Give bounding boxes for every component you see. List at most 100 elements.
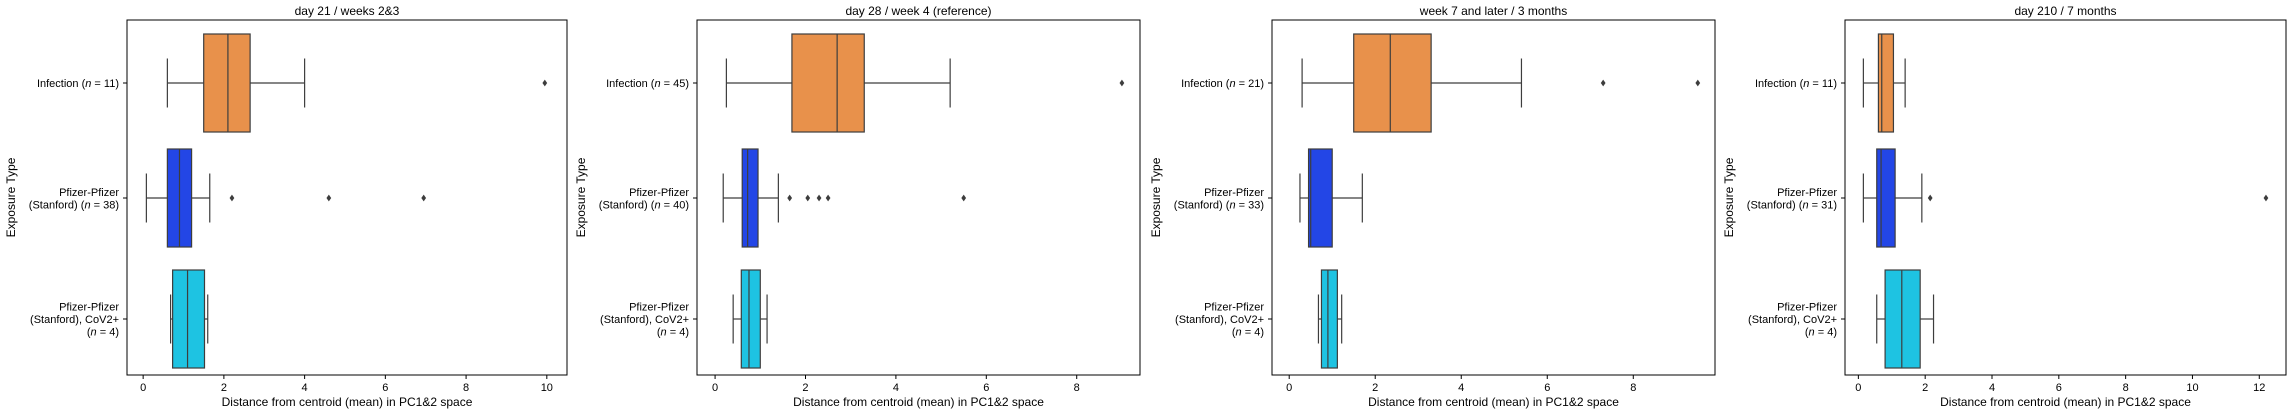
- flier-point: [1600, 79, 1606, 87]
- x-axis-label: Distance from centroid (mean) in PC1&2 s…: [1940, 395, 2191, 409]
- flier-point: [961, 194, 967, 202]
- box-iqr: [1320, 269, 1338, 369]
- x-tick-label: 0: [1286, 382, 1292, 394]
- x-axis-label: Distance from centroid (mean) in PC1&2 s…: [1368, 395, 1619, 409]
- box-iqr: [1307, 148, 1333, 248]
- box-iqr: [1876, 148, 1896, 248]
- chart-panel-2: day 28 / week 4 (reference) 0 2 4 6 8 Distance…: [574, 4, 1141, 409]
- x-tick-label: 6: [2056, 382, 2062, 394]
- y-tick-label: Pfizer-Pfizer: [629, 302, 689, 314]
- box-iqr: [1353, 33, 1432, 133]
- y-tick-label: (Stanford), CoV2+: [600, 314, 689, 326]
- x-tick-label: 6: [1544, 382, 1550, 394]
- x-tick-label: 0: [1855, 382, 1861, 394]
- y-tick-label: Pfizer-Pfizer: [1777, 187, 1837, 199]
- x-tick-label: 2: [1922, 382, 1928, 394]
- chart-title: day 210 / 7 months: [2014, 4, 2116, 18]
- y-tick-label: (Stanford), CoV2+: [1175, 314, 1264, 326]
- x-tick-label: 0: [140, 382, 146, 394]
- x-axis-label: Distance from centroid (mean) in PC1&2 s…: [222, 395, 473, 409]
- y-axis-label: Exposure Type: [4, 157, 18, 237]
- chart-panel-3: week 7 and later / 3 months 0 2 4 6 8 Distance…: [1149, 4, 1716, 409]
- x-axis-label: Distance from centroid (mean) in PC1&2 s…: [793, 395, 1044, 409]
- y-axis-label: Exposure Type: [1149, 157, 1163, 237]
- box-iqr: [791, 33, 865, 133]
- flier-point: [326, 194, 332, 202]
- y-tick-label: (Stanford) (n = 31): [1747, 199, 1837, 211]
- flier-point: [825, 194, 831, 202]
- flier-point: [2263, 194, 2269, 202]
- y-tick-label: (Stanford), CoV2+: [1748, 314, 1837, 326]
- x-tick-label: 12: [2253, 382, 2265, 394]
- x-tick-label: 8: [1074, 382, 1080, 394]
- box-1: [166, 33, 548, 133]
- y-tick-label: Infection (n = 11): [37, 78, 119, 90]
- chart-title: week 7 and later / 3 months: [1419, 4, 1567, 18]
- y-tick-label: Infection (n = 45): [606, 78, 689, 90]
- y-tick-label: Pfizer-Pfizer: [629, 187, 689, 199]
- y-tick-label: Pfizer-Pfizer: [59, 302, 119, 314]
- box-2: [1862, 148, 2269, 248]
- y-tick-label: (n = 4): [1805, 327, 1837, 339]
- x-tick-label: 10: [541, 382, 553, 394]
- y-tick-label: (n = 4): [87, 327, 119, 339]
- x-tick-label: 4: [1458, 382, 1464, 394]
- y-axis-label: Exposure Type: [1722, 157, 1736, 237]
- x-tick-label: 0: [712, 382, 718, 394]
- y-tick-label: (Stanford) (n = 40): [599, 199, 689, 211]
- x-tick-label: 10: [2186, 382, 2198, 394]
- box-2: [145, 148, 427, 248]
- chart-title: day 28 / week 4 (reference): [845, 4, 991, 18]
- x-tick-label: 4: [893, 382, 899, 394]
- box-2: [1299, 148, 1363, 248]
- flier-point: [542, 79, 548, 87]
- flier-point: [1695, 79, 1701, 87]
- y-axis-label: Exposure Type: [574, 157, 588, 237]
- flier-point: [787, 194, 793, 202]
- y-tick-label: (Stanford) (n = 38): [29, 199, 119, 211]
- y-tick-label: Infection (n = 11): [1755, 78, 1837, 90]
- box-1: [1862, 33, 1906, 133]
- y-tick-label: (Stanford), CoV2+: [30, 314, 119, 326]
- x-tick-label: 4: [1989, 382, 1995, 394]
- flier-point: [816, 194, 822, 202]
- box-3: [1876, 269, 1935, 369]
- chart-panel-4: day 210 / 7 months 0 2 4 6 8 10 12 Distance from…: [1722, 4, 2287, 409]
- box-iqr: [741, 148, 759, 248]
- box-iqr: [1884, 269, 1921, 369]
- y-tick-label: (n = 4): [1232, 327, 1264, 339]
- y-tick-label: Pfizer-Pfizer: [59, 187, 119, 199]
- box-iqr: [172, 269, 206, 369]
- flier-point: [421, 194, 427, 202]
- y-tick-label: (n = 4): [657, 327, 689, 339]
- flier-point: [1927, 194, 1933, 202]
- x-tick-label: 8: [1630, 382, 1636, 394]
- flier-point: [1119, 79, 1125, 87]
- box-iqr: [740, 269, 761, 369]
- box-3: [1317, 269, 1343, 369]
- x-tick-label: 6: [382, 382, 388, 394]
- y-tick-label: Pfizer-Pfizer: [1777, 302, 1837, 314]
- box-1: [725, 33, 1125, 133]
- box-1: [1301, 33, 1701, 133]
- box-2: [722, 148, 967, 248]
- y-tick-label: Pfizer-Pfizer: [1204, 302, 1264, 314]
- x-tick-label: 8: [2123, 382, 2129, 394]
- x-tick-label: 2: [1372, 382, 1378, 394]
- box-iqr: [1877, 33, 1895, 133]
- x-tick-label: 4: [302, 382, 308, 394]
- box-iqr: [203, 33, 251, 133]
- x-tick-label: 2: [802, 382, 808, 394]
- x-tick-label: 6: [983, 382, 989, 394]
- chart-title: day 21 / weeks 2&3: [295, 4, 400, 18]
- y-tick-label: Infection (n = 21): [1181, 78, 1264, 90]
- chart-panel-1: day 21 / weeks 2&3 0 2 4 6 8 10 Distance from c…: [4, 4, 568, 409]
- flier-point: [229, 194, 235, 202]
- box-3: [169, 269, 209, 369]
- y-tick-label: Pfizer-Pfizer: [1204, 187, 1264, 199]
- y-tick-label: (Stanford) (n = 33): [1174, 199, 1264, 211]
- flier-point: [805, 194, 811, 202]
- box-3: [732, 269, 768, 369]
- x-tick-label: 2: [221, 382, 227, 394]
